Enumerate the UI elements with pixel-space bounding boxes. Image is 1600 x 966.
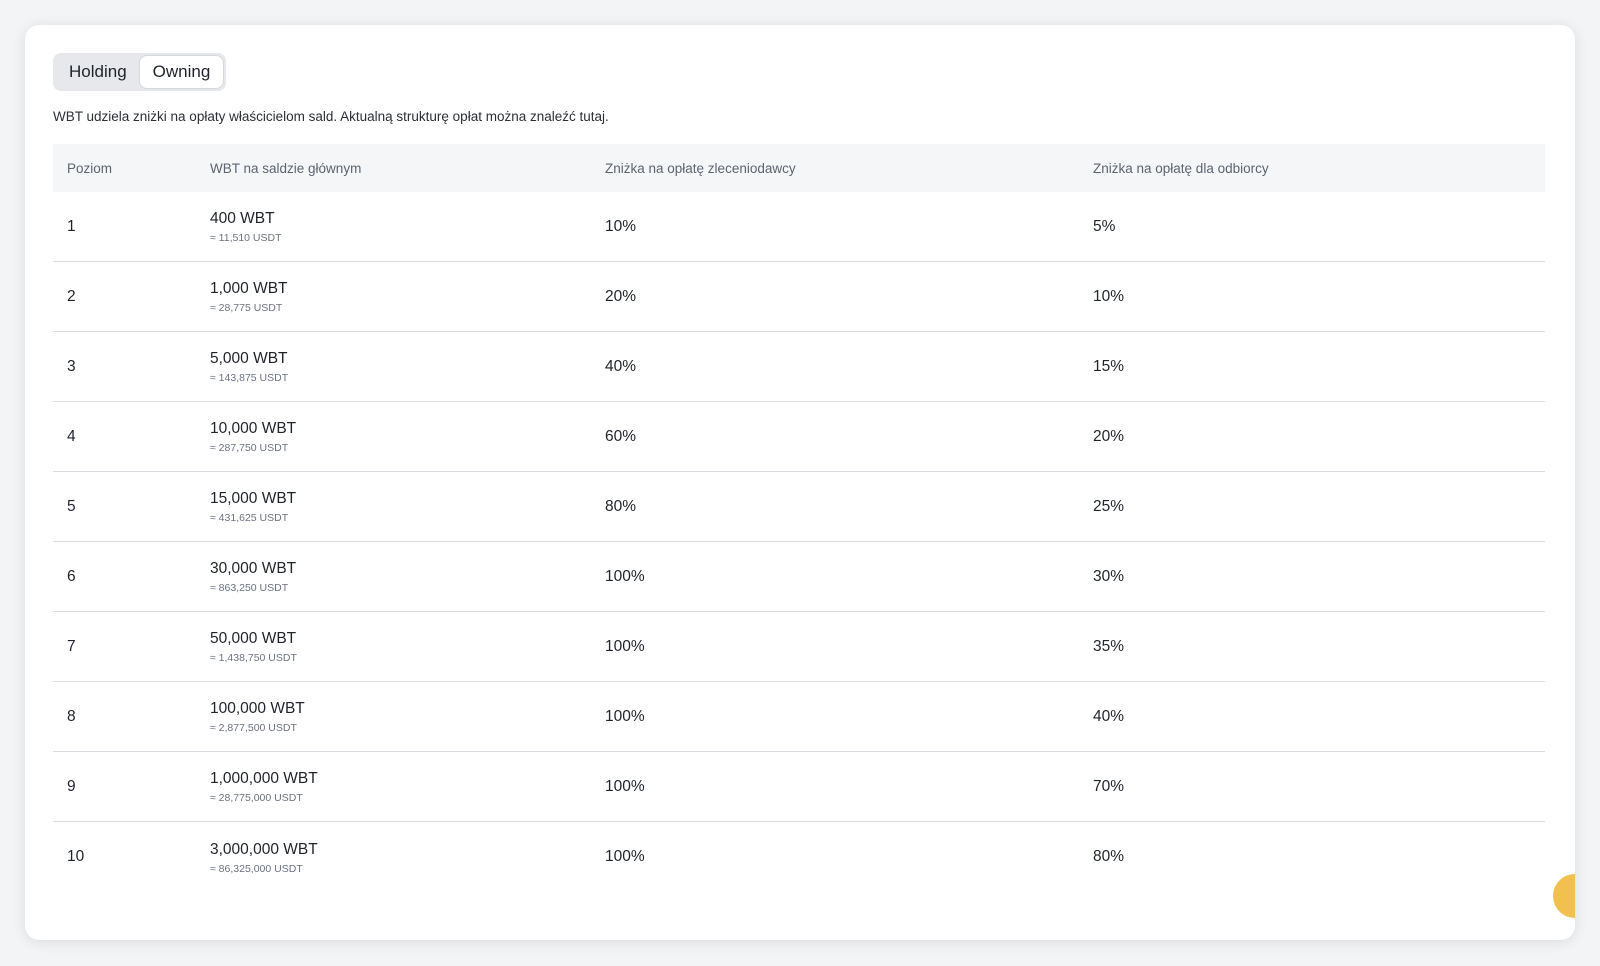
level-cell: 1	[67, 217, 76, 235]
usdt-equivalent: ≈ 28,775,000 USDT	[210, 792, 303, 804]
taker-discount-cell: 5%	[1093, 217, 1116, 235]
description-text: WBT udziela zniżki na opłaty właścicielo…	[53, 109, 609, 124]
balance-cell: 30,000 WBT ≈ 863,250 USDT	[210, 559, 605, 594]
maker-discount-cell: 100%	[605, 777, 645, 795]
balance-cell: 3,000,000 WBT ≈ 86,325,000 USDT	[210, 840, 605, 875]
balance-cell: 10,000 WBT ≈ 287,750 USDT	[210, 419, 605, 454]
table-row: 7 50,000 WBT ≈ 1,438,750 USDT 100% 35%	[53, 612, 1545, 682]
balance-cell: 5,000 WBT ≈ 143,875 USDT	[210, 349, 605, 384]
wbt-amount: 15,000 WBT	[210, 490, 297, 507]
usdt-equivalent: ≈ 28,775 USDT	[210, 302, 283, 314]
table-row: 9 1,000,000 WBT ≈ 28,775,000 USDT 100% 70%	[53, 752, 1545, 822]
table-row: 4 10,000 WBT ≈ 287,750 USDT 60% 20%	[53, 402, 1545, 472]
wbt-amount: 5,000 WBT	[210, 350, 288, 367]
balance-cell: 1,000,000 WBT ≈ 28,775,000 USDT	[210, 769, 605, 804]
table-row: 5 15,000 WBT ≈ 431,625 USDT 80% 25%	[53, 472, 1545, 542]
table-row: 8 100,000 WBT ≈ 2,877,500 USDT 100% 40%	[53, 682, 1545, 752]
usdt-equivalent: ≈ 11,510 USDT	[210, 232, 282, 244]
fee-discount-card: Holding Owning WBT udziela zniżki na opł…	[25, 25, 1575, 940]
taker-discount-cell: 10%	[1093, 287, 1125, 305]
tab-owning[interactable]: Owning	[139, 56, 224, 88]
balance-cell: 1,000 WBT ≈ 28,775 USDT	[210, 279, 605, 314]
usdt-equivalent: ≈ 287,750 USDT	[210, 442, 289, 454]
level-cell: 10	[67, 848, 85, 865]
table-row: 1 400 WBT ≈ 11,510 USDT 10% 5%	[53, 192, 1545, 262]
taker-discount-cell: 70%	[1093, 777, 1125, 795]
maker-discount-cell: 100%	[605, 707, 645, 725]
maker-discount-cell: 40%	[605, 357, 637, 375]
maker-discount-cell: 100%	[605, 637, 645, 655]
tab-switcher: Holding Owning	[53, 53, 227, 91]
header-balance: WBT na saldzie głównym	[210, 160, 362, 176]
level-cell: 6	[67, 567, 76, 585]
balance-cell: 100,000 WBT ≈ 2,877,500 USDT	[210, 699, 605, 734]
level-cell: 3	[67, 357, 76, 375]
wbt-amount: 100,000 WBT	[210, 700, 305, 717]
taker-discount-cell: 20%	[1093, 427, 1125, 445]
maker-discount-cell: 100%	[605, 567, 645, 585]
level-cell: 9	[67, 777, 76, 795]
header-level: Poziom	[67, 160, 113, 176]
usdt-equivalent: ≈ 431,625 USDT	[210, 512, 289, 524]
support-chat-button[interactable]	[1553, 874, 1575, 918]
table-row: 6 30,000 WBT ≈ 863,250 USDT 100% 30%	[53, 542, 1545, 612]
wbt-amount: 1,000 WBT	[210, 280, 288, 297]
level-cell: 2	[67, 287, 76, 305]
taker-discount-cell: 80%	[1093, 848, 1125, 865]
maker-discount-cell: 100%	[605, 848, 645, 865]
table-header: Poziom WBT na saldzie głównym Zniżka na …	[53, 144, 1545, 192]
taker-discount-cell: 25%	[1093, 497, 1125, 515]
table-row: 10 3,000,000 WBT ≈ 86,325,000 USDT 100% 80%	[53, 822, 1545, 892]
table-row: 3 5,000 WBT ≈ 143,875 USDT 40% 15%	[53, 332, 1545, 402]
fee-structure-link[interactable]: tutaj	[579, 109, 606, 124]
maker-discount-cell: 80%	[605, 497, 637, 515]
description-suffix: .	[605, 109, 609, 124]
usdt-equivalent: ≈ 86,325,000 USDT	[210, 862, 303, 875]
discount-table: Poziom WBT na saldzie głównym Zniżka na …	[53, 144, 1545, 892]
usdt-equivalent: ≈ 1,438,750 USDT	[210, 652, 297, 664]
taker-discount-cell: 30%	[1093, 567, 1125, 585]
table-body: 1 400 WBT ≈ 11,510 USDT 10% 5% 2 1,000 WBT ≈ 28…	[53, 192, 1545, 892]
usdt-equivalent: ≈ 863,250 USDT	[210, 582, 289, 594]
wbt-amount: 1,000,000 WBT	[210, 770, 318, 787]
taker-discount-cell: 15%	[1093, 357, 1125, 375]
tab-holding[interactable]: Holding	[69, 62, 127, 81]
wbt-amount: 400 WBT	[210, 210, 275, 227]
taker-discount-cell: 40%	[1093, 707, 1125, 725]
table-row: 2 1,000 WBT ≈ 28,775 USDT 20% 10%	[53, 262, 1545, 332]
maker-discount-cell: 10%	[605, 217, 637, 235]
level-cell: 4	[67, 427, 76, 445]
maker-discount-cell: 60%	[605, 427, 637, 445]
balance-cell: 50,000 WBT ≈ 1,438,750 USDT	[210, 629, 605, 664]
description-body: WBT udziela zniżki na opłaty właścicielo…	[53, 109, 580, 124]
level-cell: 5	[67, 497, 76, 515]
maker-discount-cell: 20%	[605, 287, 637, 305]
level-cell: 8	[67, 707, 76, 725]
taker-discount-cell: 35%	[1093, 637, 1125, 655]
level-cell: 7	[67, 637, 76, 655]
header-maker-discount: Zniżka na opłatę zleceniodawcy	[605, 160, 796, 176]
wbt-amount: 30,000 WBT	[210, 560, 297, 577]
wbt-amount: 50,000 WBT	[210, 630, 297, 647]
header-taker-discount: Zniżka na opłatę dla odbiorcy	[1093, 160, 1269, 176]
wbt-amount: 10,000 WBT	[210, 420, 297, 437]
balance-cell: 15,000 WBT ≈ 431,625 USDT	[210, 489, 605, 524]
wbt-amount: 3,000,000 WBT	[210, 840, 318, 858]
usdt-equivalent: ≈ 143,875 USDT	[210, 372, 289, 384]
balance-cell: 400 WBT ≈ 11,510 USDT	[210, 209, 605, 244]
usdt-equivalent: ≈ 2,877,500 USDT	[210, 722, 297, 734]
